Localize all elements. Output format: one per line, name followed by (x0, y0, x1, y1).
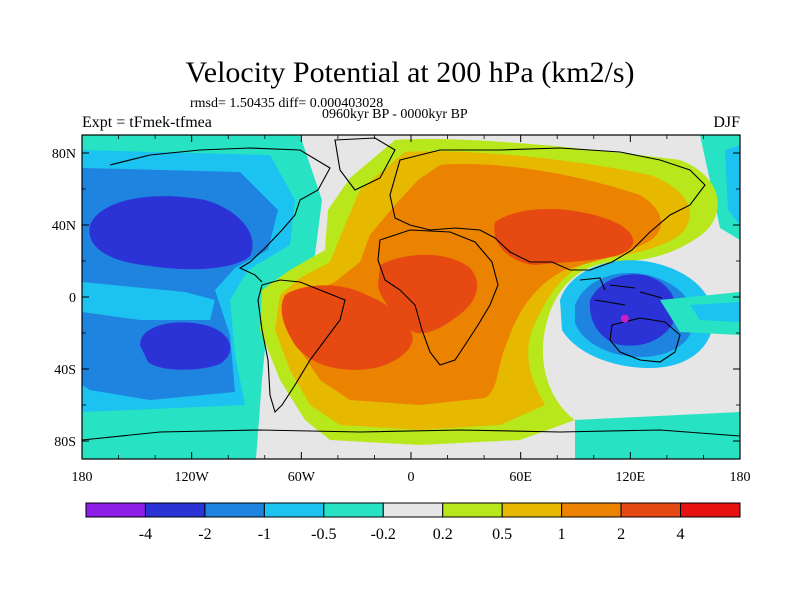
field-north-pacific-min (89, 196, 253, 270)
colorbar-box (680, 502, 741, 518)
field-east-pacific-strip (82, 282, 215, 320)
colorbar: -4 -2 -1 -0.5 -0.2 0.2 0.5 1 2 4 (85, 502, 741, 543)
coastline-north-america (109, 147, 331, 283)
colorbar-box (442, 502, 503, 518)
y-tick-label: 80N (52, 147, 76, 162)
field-south-pacific-min (140, 322, 231, 370)
colorbar-label: -0.2 (371, 526, 396, 543)
x-axis: 180 120W 60W 0 60E 120E 180 (72, 135, 751, 485)
season-label: DJF (713, 114, 740, 131)
field-south-atlantic-max (281, 285, 413, 370)
colorbar-label: 0.2 (433, 526, 453, 543)
colorbar-box (382, 502, 444, 518)
colorbar-label: 2 (617, 526, 625, 543)
x-tick-label: 60E (509, 470, 532, 485)
colorbar-box (620, 502, 682, 518)
field-asia-max (494, 208, 634, 265)
y-tick-label: 40S (54, 363, 76, 378)
y-tick-label: 80S (54, 435, 76, 450)
y-tick-label: 0 (69, 291, 76, 306)
field-africa-max (378, 254, 478, 334)
field-indian-ocean-strip-mid (690, 302, 740, 322)
x-tick-label: 0 (408, 470, 415, 485)
minimum-marker (620, 314, 629, 323)
colorbar-box (204, 502, 265, 518)
colorbar-label: -0.5 (311, 526, 336, 543)
colorbar-box (263, 502, 325, 518)
field-east-edge-mid (725, 145, 740, 225)
colorbar-label: 4 (677, 526, 685, 543)
x-tick-label: 180 (72, 470, 93, 485)
field-south-edge-high (575, 412, 740, 459)
colorbar-box (323, 502, 384, 518)
y-axis: 80N 40N 0 40S 80S (52, 147, 740, 450)
x-tick-label: 120W (175, 470, 210, 485)
period-label: 0960kyr BP - 0000kyr BP (322, 107, 468, 122)
coastline-eurasia (389, 147, 706, 271)
colorbar-label: 1 (558, 526, 566, 543)
coastline-maritime-islands (579, 277, 663, 306)
colorbar-box (501, 502, 563, 518)
x-tick-label: 180 (730, 470, 751, 485)
x-tick-label: 120E (616, 470, 646, 485)
coastline-antarctica (82, 429, 740, 441)
x-tick-label: 60W (288, 470, 316, 485)
stats-line: rmsd= 1.50435 diff= 0.000403028 (190, 96, 383, 111)
colorbar-box (85, 502, 146, 518)
coastlines (82, 137, 740, 441)
colorbar-label: -2 (198, 526, 211, 543)
experiment-label: Expt = tFmek-tfmea (82, 114, 212, 131)
colorbar-label: -1 (258, 526, 271, 543)
colorbar-label: -4 (139, 526, 152, 543)
figure-title: Velocity Potential at 200 hPa (km2/s) (185, 56, 634, 89)
coastline-greenland (334, 137, 396, 191)
coastline-australia (609, 317, 681, 363)
colorbar-box (561, 502, 622, 518)
y-tick-label: 40N (52, 219, 76, 234)
map-panel (82, 135, 740, 459)
coastline-africa (377, 229, 499, 366)
colorbar-label: 0.5 (492, 526, 512, 543)
colorbar-box (144, 502, 206, 518)
coastline-south-america (257, 279, 346, 414)
